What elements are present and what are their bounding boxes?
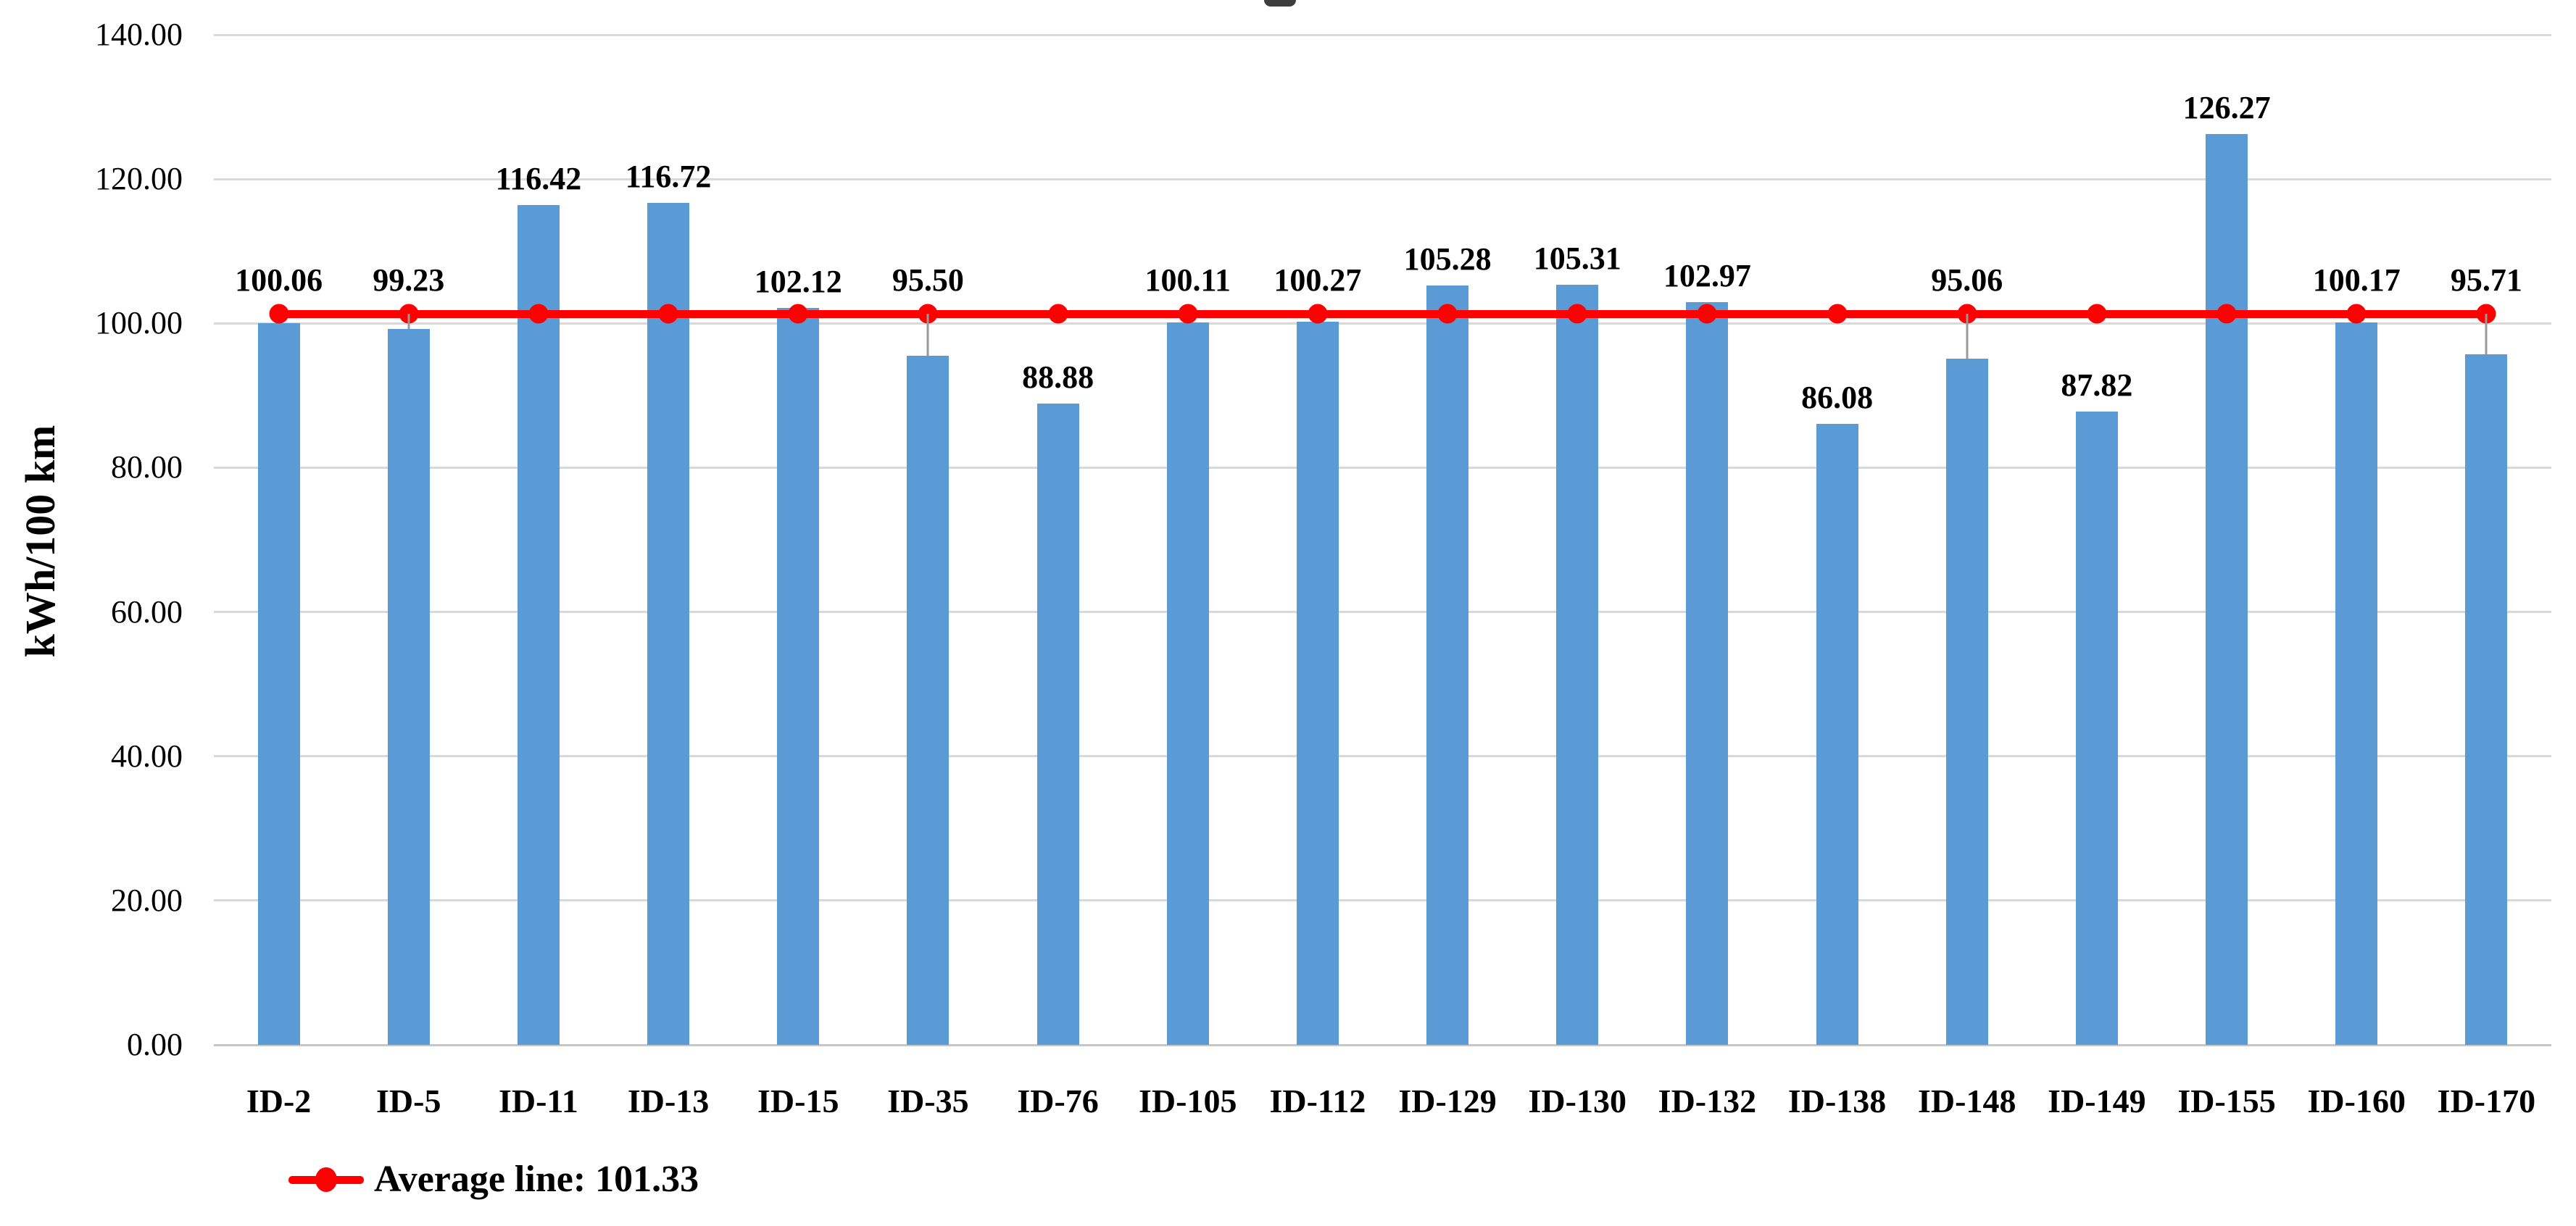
bar-ID-76 [1036,404,1079,1045]
average-line-marker [2346,304,2367,324]
gridline [214,33,2551,36]
bar-ID-148 [1945,359,1988,1045]
data-label: 100.11 [1144,262,1231,299]
bar-ID-112 [1296,321,1339,1045]
x-axis-label-ID-170: ID-170 [2437,1083,2536,1119]
gridline [214,611,2551,614]
data-label: 105.31 [1533,241,1621,277]
data-label: 99.23 [373,262,445,299]
average-line-marker [1178,304,1198,324]
legend-label: Average line: 101.33 [374,1159,699,1200]
x-axis-label-ID-15: ID-15 [757,1083,839,1119]
x-axis-label-ID-35: ID-35 [887,1083,969,1119]
average-line-marker [528,304,549,324]
average-line-marker [788,304,808,324]
average-line-marker [1827,304,1848,324]
data-label: 102.97 [1663,257,1751,293]
gridline [214,899,2551,902]
data-label: 100.17 [2312,262,2401,299]
bar-ID-138 [1816,423,1858,1045]
bar-ID-11 [517,204,560,1045]
bar-ID-5 [387,328,430,1045]
y-tick-label: 20.00 [111,882,183,918]
y-tick-label: 120.00 [95,161,183,197]
gridline [214,178,2551,180]
x-axis-line [214,1043,2551,1046]
average-line-marker [269,304,289,324]
x-axis-label-ID-129: ID-129 [1398,1083,1497,1119]
gridline [214,466,2551,469]
legend-dot-icon [315,1167,337,1192]
bar-ID-149 [2075,411,2118,1045]
average-line-legend-marker-icon [288,1167,364,1192]
x-axis-label-ID-130: ID-130 [1528,1083,1626,1119]
bar-ID-129 [1426,285,1469,1045]
x-axis-label-ID-149: ID-149 [2048,1083,2146,1119]
average-line-marker [2216,304,2237,324]
x-axis-label-ID-138: ID-138 [1787,1083,1887,1119]
data-label: 116.72 [625,158,712,194]
bar-ID-105 [1166,322,1209,1045]
gridline [214,755,2551,758]
y-tick-label: 80.00 [111,449,183,485]
bar-ID-35 [907,356,950,1045]
cropped-title-fragment [1264,0,1296,7]
average-line-marker [1048,304,1068,324]
bar-ID-155 [2206,133,2248,1045]
label-leader-line [926,314,929,356]
x-axis-label-ID-160: ID-160 [2307,1083,2406,1119]
average-line-marker [1697,304,1717,324]
x-axis-label-ID-132: ID-132 [1658,1083,1757,1119]
x-axis-label-ID-13: ID-13 [627,1083,710,1119]
average-line-marker [1308,304,1328,324]
gridline [214,322,2551,325]
y-tick-label: 40.00 [111,738,183,774]
x-axis-label-ID-155: ID-155 [2177,1083,2276,1119]
label-leader-line [1966,314,1969,359]
label-leader-line [2485,314,2488,354]
bar-ID-2 [257,322,300,1045]
bar-ID-13 [647,202,690,1045]
bar-ID-132 [1686,301,1729,1045]
x-axis-label-ID-105: ID-105 [1139,1083,1237,1119]
data-label: 88.88 [1022,359,1094,395]
bar-ID-15 [777,308,820,1045]
x-axis-label-ID-76: ID-76 [1017,1083,1099,1119]
y-tick-label: 100.00 [95,305,183,341]
average-line-marker [1437,304,1458,324]
data-label: 100.27 [1274,262,1362,299]
legend: Average line: 101.33 [288,1155,699,1204]
label-leader-line [407,314,410,329]
data-label: 126.27 [2182,89,2271,125]
data-label: 105.28 [1403,241,1492,277]
data-label: 100.06 [235,262,323,299]
y-axis-title: kWh/100 km [17,425,64,658]
x-axis-label-ID-148: ID-148 [1918,1083,2016,1119]
average-line [278,309,2487,318]
average-line-marker [2087,304,2107,324]
y-tick-label: 140.00 [95,17,183,52]
y-tick-label: 60.00 [111,593,183,630]
data-label: 95.50 [892,262,964,299]
data-label: 102.12 [754,264,842,300]
average-line-marker [1567,304,1587,324]
data-label: 116.42 [495,160,582,196]
data-label: 87.82 [2061,367,2133,403]
bar-ID-160 [2335,322,2378,1045]
x-axis-label-ID-2: ID-2 [246,1083,312,1119]
data-label: 95.06 [1931,262,2003,299]
bar-ID-130 [1556,285,1599,1045]
y-tick-label: 0.00 [127,1027,183,1062]
data-label: 86.08 [1801,379,1874,415]
bar-ID-170 [2465,354,2508,1045]
x-axis-label-ID-112: ID-112 [1269,1083,1366,1119]
x-axis-label-ID-5: ID-5 [376,1083,441,1119]
average-line-marker [658,304,678,324]
x-axis-label-ID-11: ID-11 [498,1083,578,1119]
data-label: 95.71 [2450,262,2522,299]
